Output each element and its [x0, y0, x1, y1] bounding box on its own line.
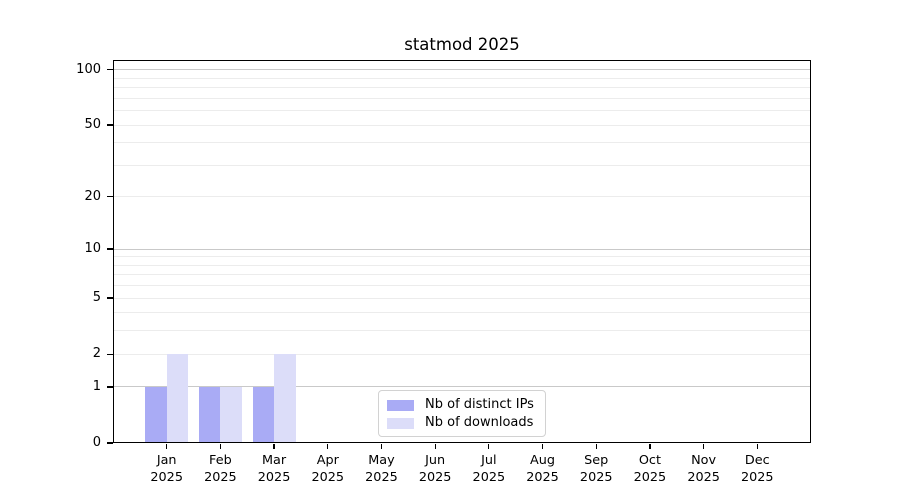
- x-tick-label-dec: Dec 2025: [741, 453, 774, 485]
- x-tick-label-apr: Apr 2025: [311, 453, 345, 485]
- gridline-minor: [113, 285, 811, 287]
- gridline-minor: [113, 256, 811, 258]
- downloads-swatch: [387, 417, 414, 429]
- y-tick-mark: [106, 353, 113, 355]
- x-tick-mark: [434, 444, 436, 449]
- gridline-minor: [113, 264, 811, 266]
- x-tick-label-sep: Sep 2025: [579, 453, 613, 485]
- legend-row-distinct-ips: Nb of distinct IPs: [387, 397, 537, 413]
- x-tick-mark: [541, 444, 544, 449]
- gridline-minor: [113, 124, 811, 126]
- bar-downloads-mar: [274, 354, 296, 443]
- y-tick-mark: [106, 196, 113, 198]
- gridline-minor: [113, 312, 811, 314]
- y-tick-mark: [106, 386, 113, 388]
- gridline-minor: [113, 353, 811, 355]
- x-tick-label-jul: Jul 2025: [472, 453, 506, 485]
- y-tick-label: 0: [92, 435, 101, 450]
- y-tick-label: 20: [84, 188, 101, 204]
- x-tick-label-jun: Jun 2025: [418, 453, 452, 485]
- y-tick-label: 10: [84, 241, 101, 257]
- gridline-minor: [113, 77, 811, 79]
- gridline-minor: [113, 164, 811, 166]
- x-tick-mark: [273, 444, 275, 449]
- gridline-minor: [113, 87, 811, 89]
- x-tick-label-mar: Mar 2025: [257, 453, 291, 485]
- legend-label-downloads: Nb of downloads: [425, 415, 534, 430]
- x-tick-mark: [595, 444, 597, 449]
- y-tick-label: 1: [92, 378, 101, 394]
- plot-area: [113, 60, 811, 443]
- y-tick-mark: [106, 69, 113, 71]
- x-tick-mark: [327, 444, 329, 449]
- y-tick-mark: [106, 248, 113, 250]
- y-tick-label: 2: [92, 346, 101, 362]
- bar-distinct-ips-mar: [252, 386, 275, 443]
- gridline-major: [113, 386, 811, 388]
- x-tick-mark: [702, 444, 705, 449]
- gridline-minor: [113, 196, 811, 198]
- gridline-minor: [113, 142, 811, 144]
- distinct-ips-swatch: [387, 399, 414, 411]
- x-tick-mark: [219, 444, 222, 449]
- x-tick-mark: [166, 444, 168, 449]
- y-tick-mark: [106, 124, 113, 126]
- bar-distinct-ips-jan: [145, 386, 167, 443]
- bar-downloads-jan: [166, 354, 189, 443]
- x-tick-mark: [380, 444, 383, 449]
- y-tick-mark: [106, 297, 113, 299]
- gridline-major: [113, 248, 811, 250]
- bar-downloads-feb: [220, 386, 242, 443]
- x-tick-mark: [488, 444, 490, 449]
- x-tick-label-aug: Aug 2025: [526, 453, 559, 485]
- y-tick-label: 50: [84, 117, 101, 133]
- legend-label-distinct-ips: Nb of distinct IPs: [425, 397, 534, 412]
- x-tick-label-may: May 2025: [365, 453, 398, 485]
- chart-title: statmod 2025: [404, 35, 520, 54]
- x-tick-mark: [649, 444, 651, 449]
- x-tick-mark: [756, 444, 758, 449]
- y-tick-label: 5: [92, 290, 101, 306]
- gridline-minor: [113, 330, 811, 332]
- legend: Nb of distinct IPs Nb of downloads: [378, 390, 546, 437]
- gridline-minor: [113, 274, 811, 276]
- y-tick-mark: [106, 442, 113, 444]
- y-tick-label: 100: [76, 61, 101, 77]
- x-tick-label-oct: Oct 2025: [633, 453, 667, 485]
- x-tick-label-feb: Feb 2025: [204, 453, 237, 485]
- x-tick-label-jan: Jan 2025: [150, 453, 183, 485]
- bar-distinct-ips-feb: [198, 386, 221, 443]
- legend-row-downloads: Nb of downloads: [387, 415, 537, 431]
- gridline-minor: [113, 97, 811, 99]
- gridline-minor: [113, 297, 811, 299]
- gridline-major: [113, 69, 811, 71]
- x-tick-label-nov: Nov 2025: [687, 453, 720, 485]
- gridline-minor: [113, 110, 811, 112]
